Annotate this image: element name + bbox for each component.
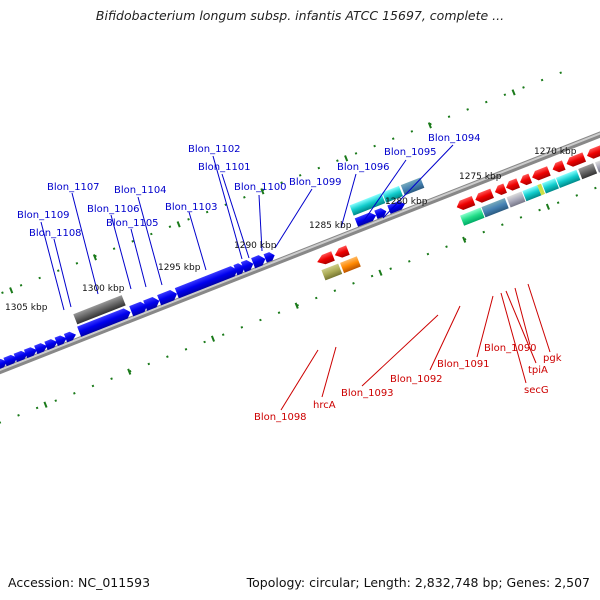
gene-box[interactable]: [578, 163, 598, 180]
gene-arrow[interactable]: [0, 357, 9, 371]
gene-label[interactable]: Blon_1091: [437, 359, 490, 370]
gene-arrow[interactable]: [333, 245, 350, 259]
map-title: Bifidobacterium longum subsp. infantis A…: [95, 8, 505, 23]
gene-label[interactable]: Blon_1090: [484, 343, 537, 354]
gene-label[interactable]: secG: [524, 385, 549, 396]
gene-arrow[interactable]: [143, 295, 161, 311]
gene-label[interactable]: Blon_1105: [106, 218, 159, 229]
gene-label[interactable]: Blon_1104: [114, 185, 167, 196]
gene-arrow[interactable]: [174, 264, 240, 299]
gene-arrow[interactable]: [240, 258, 255, 273]
scale-label: 1270 kbp: [534, 147, 577, 157]
gene-label[interactable]: Blon_1107: [47, 182, 100, 193]
gene-arrow[interactable]: [54, 334, 69, 347]
gene-label[interactable]: Blon_1109: [17, 210, 70, 221]
gene-label[interactable]: hrcA: [313, 400, 336, 411]
reverse-leader-lines: [280, 283, 551, 411]
gene-box[interactable]: [481, 197, 509, 218]
gene-label[interactable]: Blon_1094: [428, 133, 481, 144]
gene-arrow[interactable]: [474, 188, 494, 205]
gene-arrow[interactable]: [77, 306, 132, 337]
gene-box[interactable]: [506, 191, 526, 208]
gene-box[interactable]: [349, 192, 386, 216]
reverse-gene-labels: pgk Blon_1090 tpiA secG Blon_1091 Blon_1…: [254, 343, 562, 423]
scale-label: 1285 kbp: [309, 221, 352, 231]
gene-arrow[interactable]: [530, 166, 551, 182]
gene-arrow[interactable]: [387, 199, 406, 214]
gene-arrow[interactable]: [354, 211, 378, 227]
gene-box[interactable]: [460, 207, 485, 226]
gene-arrow[interactable]: [13, 349, 29, 363]
scale-label: 1295 kbp: [158, 263, 201, 273]
gene-arrow[interactable]: [23, 345, 38, 359]
gene-box[interactable]: [555, 169, 581, 189]
gene-box[interactable]: [73, 295, 126, 325]
scale-label: 1275 kbp: [459, 172, 502, 182]
gene-arrow[interactable]: [585, 138, 600, 160]
gene-box[interactable]: [537, 183, 546, 196]
gene-arrow[interactable]: [34, 341, 48, 355]
gene-label[interactable]: tpiA: [528, 365, 548, 376]
scale-label: 1300 kbp: [82, 284, 125, 294]
scale-label: 1280 kbp: [385, 197, 428, 207]
gene-arrow[interactable]: [44, 337, 58, 351]
gene-label[interactable]: Blon_1103: [165, 202, 218, 213]
gene-arrow[interactable]: [129, 300, 149, 317]
gene-arrow[interactable]: [263, 251, 277, 263]
gene-arrow[interactable]: [374, 207, 388, 220]
genome-backbone: [0, 111, 600, 382]
gene-arrow[interactable]: [504, 178, 520, 192]
scale-label: 1290 kbp: [234, 241, 277, 251]
gene-label[interactable]: Blon_1106: [87, 204, 140, 215]
scale-labels: 1270 kbp 1275 kbp 1280 kbp 1285 kbp 1290…: [5, 147, 577, 313]
gene-arrow[interactable]: [565, 152, 587, 168]
forward-leader-lines: [40, 144, 454, 311]
gene-arrow[interactable]: [551, 160, 566, 174]
gene-arrow[interactable]: [315, 251, 335, 267]
inner-tick-row: [0, 180, 600, 432]
gene-label[interactable]: Blon_1108: [29, 228, 82, 239]
gene-label[interactable]: Blon_1100: [234, 182, 287, 193]
accession-label: Accession: NC_011593: [8, 575, 151, 590]
gene-box[interactable]: [522, 185, 542, 202]
gene-arrow[interactable]: [63, 330, 78, 343]
gene-label[interactable]: Blon_1101: [198, 162, 251, 173]
gene-arrow[interactable]: [251, 253, 267, 269]
gene-label[interactable]: Blon_1098: [254, 412, 307, 423]
gene-arrow[interactable]: [233, 261, 246, 276]
gene-box[interactable]: [321, 263, 343, 281]
gene-box[interactable]: [340, 256, 361, 274]
outer-tick-row: [0, 64, 579, 302]
scale-label: 1305 kbp: [5, 303, 48, 313]
gene-arrow[interactable]: [3, 353, 18, 367]
topology-label: Topology: circular; Length: 2,832,748 bp…: [246, 575, 590, 590]
gene-arrow[interactable]: [157, 288, 179, 306]
gene-arrow[interactable]: [493, 183, 507, 196]
forward-genes: [0, 177, 425, 371]
gene-label[interactable]: Blon_1095: [384, 147, 437, 158]
gene-label[interactable]: Blon_1102: [188, 144, 241, 155]
gene-box[interactable]: [382, 185, 403, 203]
gene-label[interactable]: Blon_1096: [337, 162, 390, 173]
gene-arrow[interactable]: [455, 195, 476, 212]
gene-label[interactable]: Blon_1092: [390, 374, 443, 385]
gene-label[interactable]: Blon_1099: [289, 177, 342, 188]
gene-label[interactable]: pgk: [543, 353, 562, 364]
forward-gene-labels: Blon_1094 Blon_1095 Blon_1096 Blon_1099 …: [17, 133, 481, 239]
gene-box[interactable]: [541, 178, 559, 194]
gene-label[interactable]: Blon_1093: [341, 388, 394, 399]
gene-arrow[interactable]: [518, 173, 533, 187]
